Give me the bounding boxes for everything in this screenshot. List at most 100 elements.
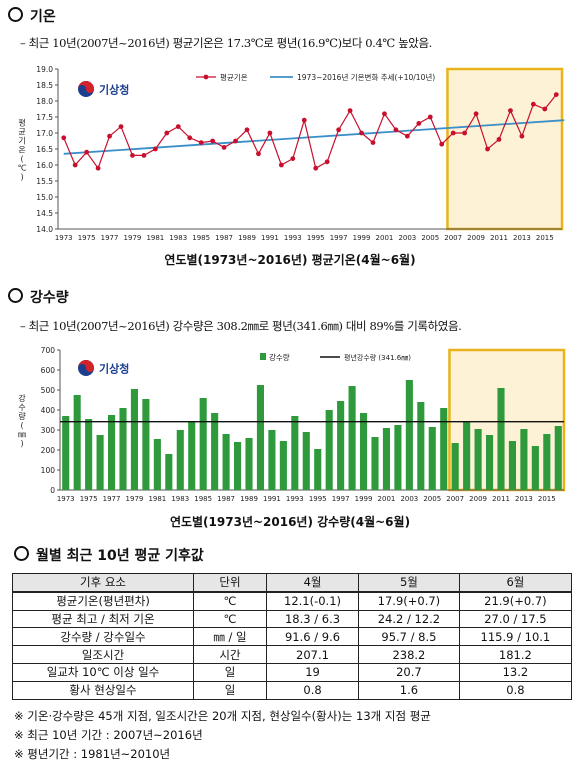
y-tick-label: 600 — [41, 366, 56, 375]
precipitation-bar — [359, 413, 368, 490]
y-tick-label: 17.5 — [36, 113, 53, 122]
x-tick-label: 1993 — [286, 495, 304, 503]
table-row: 평균기온(평년편차) ℃ 12.1(-0.1) 17.9(+0.7) 21.9(+0.7… — [12, 591, 573, 611]
table-cell: 21.9(+0.7) — [458, 591, 573, 611]
precipitation-bar — [176, 430, 184, 490]
precipitation-bar — [130, 389, 139, 490]
kma-logo-text: 기상청 — [99, 362, 129, 376]
x-tick-label: 2005 — [421, 234, 439, 242]
table-cell: ℃ — [193, 609, 267, 629]
y-tick-label: 19.0 — [36, 65, 53, 74]
temperature-point — [107, 133, 112, 139]
x-tick-label: 1995 — [309, 495, 327, 503]
x-tick-label: 1987 — [217, 495, 235, 503]
x-tick-label: 2001 — [376, 234, 394, 242]
x-tick-label: 1997 — [332, 495, 350, 503]
temperature-point — [336, 127, 342, 133]
x-tick-label: 1999 — [353, 234, 371, 242]
x-tick-label: 1981 — [146, 234, 164, 242]
temperature-legend: 평균기온 1973~2016년 기온변화 추세(+10/10년) — [196, 72, 435, 82]
table-cell: 24.2 / 12.2 — [358, 609, 460, 629]
table-row-label: 평균 최고 / 최저 기온 — [12, 609, 194, 629]
temperature-chart-title: 연도별(1973년~2016년) 평균기온(4월~6월) — [164, 253, 416, 267]
table-cell: 115.9 / 10.1 — [458, 627, 573, 647]
precipitation-bar — [153, 439, 161, 490]
legend-bar-swatch — [260, 353, 266, 360]
circle-bullet-icon — [14, 546, 29, 561]
legend-normal-label: 평년강수량 (341.6㎜) — [344, 353, 411, 362]
temperature-point — [485, 146, 490, 152]
temperature-point — [382, 111, 387, 117]
table-row-label: 평균기온(평년편차) — [12, 591, 194, 611]
temperature-point — [553, 92, 559, 97]
temperature-point — [72, 162, 78, 168]
x-tick-label: 1993 — [284, 234, 302, 242]
x-tick-label: 1973 — [57, 495, 75, 503]
table-row-label: 일교차 10℃ 이상 일수 — [12, 662, 194, 682]
precipitation-chart: 0 100 200 300 400 500 600 700 1973 1975 1977 1979 19… — [8, 342, 574, 510]
table-cell: 13.2 — [458, 662, 573, 682]
temperature-point — [393, 127, 399, 133]
temperature-point — [198, 140, 204, 145]
y-tick-label: 16.0 — [36, 161, 53, 170]
temperature-section-title: 기온 — [8, 6, 56, 26]
table-row-label: 강수량 / 강수일수 — [12, 627, 194, 647]
x-tick-label: 1999 — [355, 495, 373, 503]
y-tick-label: 14.0 — [36, 225, 53, 234]
temperature-point — [313, 165, 319, 171]
x-tick-label: 2001 — [378, 495, 396, 503]
temperature-point — [450, 130, 456, 136]
temperature-point — [118, 124, 124, 129]
legend-temp-marker — [203, 74, 209, 80]
precipitation-bar — [222, 434, 230, 490]
temperature-point — [267, 130, 273, 136]
precipitation-chart-title: 연도별(1973년~2016년) 강수량(4월~6월) — [169, 515, 411, 529]
temperature-point — [530, 101, 536, 107]
x-tick-label: 2015 — [536, 234, 554, 242]
x-tick-label: 1975 — [80, 495, 98, 503]
table-row: 일조시간 시간 207.1 238.2 181.2 — [12, 645, 573, 664]
y-tick-label: 17.0 — [36, 129, 53, 138]
precipitation-bar — [474, 429, 482, 490]
precipitation-bar — [554, 426, 562, 490]
temperature-point — [359, 130, 364, 136]
footnote: ※ 기온·강수량은 45개 지점, 일조시간은 20개 지점, 현상일수(황사)… — [14, 709, 431, 723]
temperature-point — [95, 165, 101, 171]
precipitation-bar — [382, 428, 391, 490]
circle-bullet-icon — [8, 288, 23, 303]
x-tick-label: 1989 — [240, 495, 258, 503]
y-axis-label-char: 균 — [18, 128, 25, 137]
table-header-cell: 기후 요소 — [12, 572, 194, 593]
legend-bar-label: 강수량 — [269, 352, 290, 362]
x-tick-label: 1989 — [238, 234, 256, 242]
y-tick-label: 400 — [41, 406, 56, 415]
table-row: 일교차 10℃ 이상 일수 일 19 20.7 13.2 — [12, 662, 573, 682]
precipitation-bar — [107, 415, 116, 490]
kma-logo-text: 기상청 — [99, 83, 129, 97]
x-tick-label: 2009 — [467, 234, 485, 242]
temperature-point — [439, 141, 445, 147]
y-tick-label: 15.0 — [36, 193, 53, 202]
y-tick-label: 0 — [50, 486, 55, 495]
table-cell: 207.1 — [265, 645, 360, 664]
temperature-summary: – 최근 10년(2007년~2016년) 평균기온은 17.3℃로 평년(16… — [20, 36, 432, 50]
x-tick-label: 1983 — [169, 234, 187, 242]
precipitation-bar — [497, 388, 505, 490]
y-axis-label-char: ㎜ — [18, 430, 26, 439]
x-tick-label: 1973 — [55, 234, 73, 242]
circle-bullet-icon — [8, 7, 23, 22]
temperature-point — [210, 138, 216, 144]
table-header-cell: 4월 — [265, 572, 360, 593]
y-axis-label-char: 강 — [18, 393, 26, 403]
table-cell: 0.8 — [265, 680, 360, 700]
table-cell: 0.8 — [458, 680, 573, 700]
precipitation-section-title: 강수량 — [8, 287, 69, 307]
table-cell: 20.7 — [358, 662, 460, 682]
footnote: ※ 평년기간 : 1981년~2010년 — [14, 747, 171, 761]
table-row-label: 황사 현상일수 — [12, 680, 194, 700]
temperature-point — [233, 138, 238, 144]
table-cell: 95.7 / 8.5 — [358, 627, 460, 647]
x-tick-label: 1985 — [194, 495, 212, 503]
temperature-point — [130, 153, 135, 158]
x-tick-label: 2015 — [538, 495, 556, 503]
